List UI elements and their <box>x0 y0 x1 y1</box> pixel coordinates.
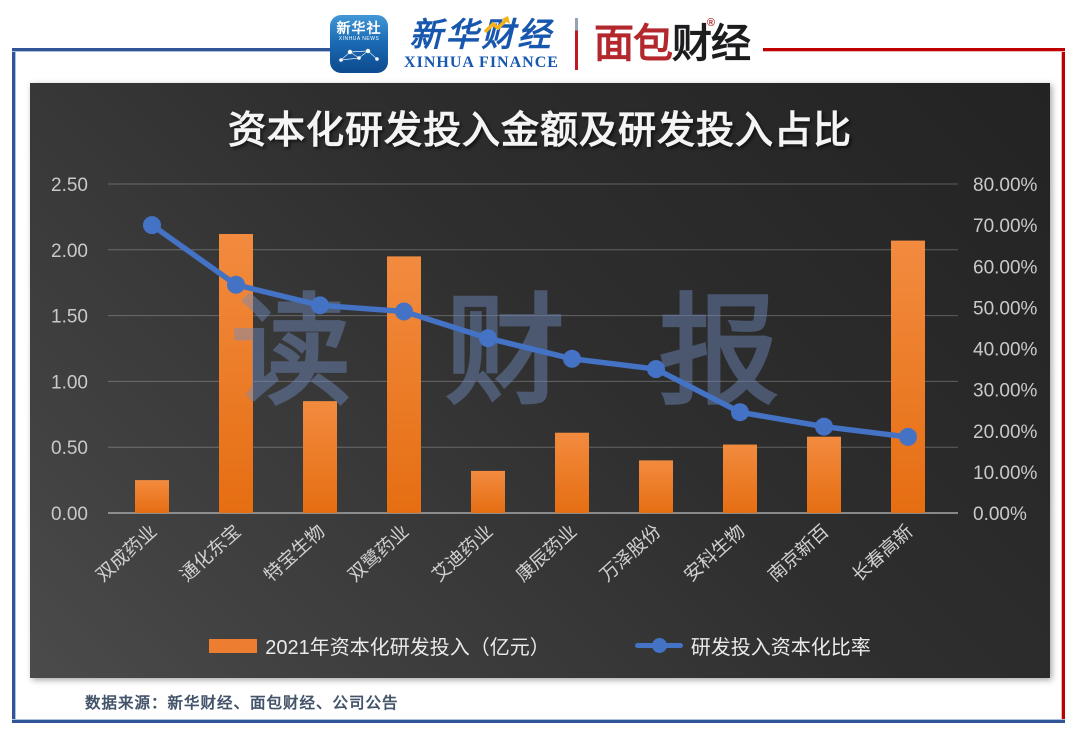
bar <box>891 240 925 513</box>
line-point <box>563 349 581 368</box>
data-source-note: 数据来源：新华财经、面包财经、公司公告 <box>85 695 399 712</box>
x-category-label: 双鹭药业 <box>344 520 413 585</box>
right-axis-tick-label: 30.00% <box>973 381 1038 402</box>
line-series <box>149 222 911 440</box>
header-divider <box>574 18 578 70</box>
chart-legend: 2021年资本化研发投入（亿元） 研发投入资本化比率 <box>30 631 1050 660</box>
left-axis-tick-label: 1.50 <box>51 307 88 328</box>
x-category-label: 南京新百 <box>764 520 833 585</box>
xinhua-icon-cn: 新华社 <box>336 20 382 36</box>
bar <box>555 432 589 513</box>
frame-bottom-line <box>12 720 1065 723</box>
frame-left-line <box>12 48 15 723</box>
x-category-label: 艾迪药业 <box>428 520 497 585</box>
x-category-label: 通化东宝 <box>176 520 245 585</box>
left-axis-tick-label: 0.00 <box>51 504 88 525</box>
bar <box>387 256 421 513</box>
line-point <box>395 302 413 321</box>
right-axis-tick-label: 10.00% <box>973 463 1038 484</box>
right-axis-tick-label: 40.00% <box>973 340 1038 361</box>
lightning-icon <box>483 15 510 33</box>
mianbao-part1: 面包 <box>593 22 673 66</box>
line-point <box>227 275 245 294</box>
xinhua-finance-cn: 新华财经 <box>409 15 554 53</box>
mianbao-finance-logo: 面包财经 ® <box>593 18 751 66</box>
frame-right-line <box>1062 48 1065 723</box>
bar <box>723 444 757 513</box>
legend-item-bar: 2021年资本化研发投入（亿元） <box>209 631 550 660</box>
xinhua-news-logo-icon: 新华社 XINHUA NEWS <box>330 15 389 73</box>
chart-panel: 资本化研发投入金额及研发投入占比 2.50 2.00 1.50 1.00 0.50 0.0… <box>30 83 1050 678</box>
line-point <box>143 216 161 235</box>
line-point <box>479 329 497 348</box>
line-point <box>311 296 329 315</box>
chart-canvas: 2.50 2.00 1.50 1.00 0.50 0.00 80.00% 70.00% 60.0… <box>51 175 1038 585</box>
right-axis-tick-label: 60.00% <box>973 257 1038 278</box>
line-point <box>731 403 749 422</box>
line-legend-label: 研发投入资本化比率 <box>690 637 871 659</box>
right-axis-tick-label: 70.00% <box>973 216 1038 237</box>
x-category-label: 安科生物 <box>680 520 749 585</box>
x-category-label: 双成药业 <box>92 520 161 585</box>
legend-item-line: 研发投入资本化比率 <box>634 631 871 660</box>
bar <box>639 460 673 513</box>
x-category-label: 长春高新 <box>848 520 917 585</box>
frame-top-right-line <box>763 48 1065 51</box>
line-legend-marker <box>634 638 683 653</box>
xinhua-finance-logo: 新华财经 XINHUA FINANCE <box>404 15 559 71</box>
line-point <box>899 427 917 446</box>
frame-top-left-line <box>12 48 337 51</box>
left-axis-tick-label: 1.00 <box>51 372 88 393</box>
x-category-label: 特宝生物 <box>260 520 329 585</box>
right-axis-tick-label: 50.00% <box>973 298 1038 319</box>
registered-mark: ® <box>706 17 715 29</box>
header: 新华社 XINHUA NEWS 新华财经 <box>0 8 1080 80</box>
bar <box>471 470 505 513</box>
x-category-label: 万泽股份 <box>596 520 665 585</box>
bar-legend-swatch <box>209 638 258 653</box>
constellation-graphic <box>339 48 379 62</box>
x-category-label: 康辰药业 <box>512 520 581 585</box>
bar-legend-label: 2021年资本化研发投入（亿元） <box>265 637 550 659</box>
left-axis-tick-label: 2.50 <box>51 175 88 196</box>
right-axis-tick-label: 80.00% <box>973 175 1038 196</box>
left-axis-tick-label: 2.00 <box>51 241 88 262</box>
left-axis-tick-label: 0.50 <box>51 438 88 459</box>
bar <box>807 436 841 513</box>
chart-title: 资本化研发投入金额及研发投入占比 <box>227 110 852 152</box>
line-point <box>647 360 665 379</box>
line-point <box>815 417 833 436</box>
right-axis-tick-label: 0.00% <box>973 504 1027 525</box>
bar <box>135 480 169 513</box>
xinhua-icon-en: XINHUA NEWS <box>338 36 380 42</box>
right-axis-tick-label: 20.00% <box>973 422 1038 443</box>
mianbao-part2: 财经 <box>671 22 751 66</box>
bar <box>303 401 337 513</box>
xinhua-finance-en: XINHUA FINANCE <box>404 53 559 71</box>
